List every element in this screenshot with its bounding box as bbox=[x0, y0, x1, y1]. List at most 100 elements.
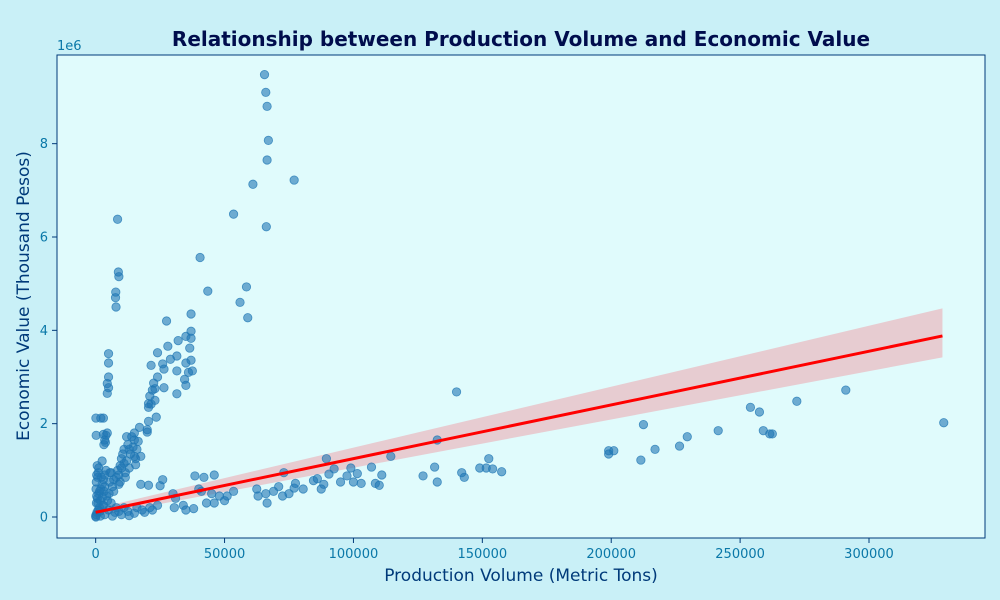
data-point bbox=[497, 467, 507, 477]
data-points-layer bbox=[91, 70, 949, 522]
data-point bbox=[754, 407, 765, 417]
x-tick-label: 150000 bbox=[458, 547, 508, 562]
data-point bbox=[172, 389, 182, 399]
data-point bbox=[418, 471, 428, 481]
data-point bbox=[248, 179, 258, 189]
y-tick-label: 0 bbox=[40, 511, 48, 526]
data-point bbox=[348, 477, 359, 487]
data-point bbox=[127, 432, 137, 442]
data-point bbox=[165, 354, 176, 364]
data-point bbox=[235, 297, 245, 307]
data-point bbox=[195, 252, 205, 263]
data-point bbox=[262, 155, 272, 165]
data-point bbox=[102, 428, 112, 438]
data-point bbox=[329, 464, 339, 474]
data-point bbox=[209, 498, 219, 508]
data-point bbox=[143, 480, 154, 490]
data-point bbox=[274, 482, 284, 492]
y-axis-ticks: 0 2 4 6 8 bbox=[40, 137, 57, 526]
data-point bbox=[107, 511, 118, 521]
data-point bbox=[112, 214, 123, 224]
data-point bbox=[111, 472, 121, 482]
data-point bbox=[116, 463, 127, 473]
data-point bbox=[183, 367, 194, 377]
data-point bbox=[767, 429, 777, 439]
data-point bbox=[609, 446, 619, 456]
data-point bbox=[262, 101, 272, 111]
data-point bbox=[159, 383, 169, 393]
data-point bbox=[140, 507, 150, 517]
data-point bbox=[105, 468, 115, 478]
data-point bbox=[124, 510, 134, 521]
x-tick-label: 200000 bbox=[586, 547, 636, 562]
data-point bbox=[155, 481, 165, 491]
data-point bbox=[228, 486, 239, 496]
data-point bbox=[190, 471, 200, 481]
data-point bbox=[335, 477, 346, 487]
y-tick-label: 2 bbox=[40, 417, 48, 432]
data-point bbox=[114, 272, 124, 282]
regression-line-layer bbox=[95, 334, 943, 514]
data-point bbox=[172, 366, 182, 376]
x-tick-label: 0 bbox=[92, 547, 100, 562]
data-point bbox=[151, 412, 161, 422]
data-point bbox=[169, 503, 179, 513]
data-point bbox=[241, 282, 252, 292]
chart-title: Relationship between Production Volume a… bbox=[172, 27, 870, 51]
data-point bbox=[356, 478, 366, 488]
data-point bbox=[636, 455, 646, 465]
data-point bbox=[181, 380, 191, 390]
data-point bbox=[459, 472, 469, 482]
y-tick-label: 6 bbox=[40, 231, 48, 246]
data-point bbox=[186, 333, 196, 343]
y-tick-label: 4 bbox=[40, 324, 48, 339]
data-point bbox=[346, 463, 356, 473]
x-tick-label: 250000 bbox=[715, 547, 765, 562]
data-point bbox=[99, 486, 109, 496]
data-point bbox=[284, 489, 294, 499]
data-point bbox=[146, 360, 156, 370]
data-point bbox=[103, 349, 114, 359]
data-point bbox=[203, 286, 213, 296]
data-point bbox=[290, 478, 301, 488]
data-point bbox=[207, 489, 217, 499]
data-point bbox=[134, 422, 145, 432]
x-tick-label: 300000 bbox=[844, 547, 894, 562]
x-axis-ticks: 0 50000 100000 150000 200000 250000 300000 bbox=[92, 538, 894, 562]
data-point bbox=[432, 477, 442, 487]
data-point bbox=[243, 313, 253, 323]
data-point bbox=[312, 474, 322, 484]
data-point bbox=[147, 505, 157, 515]
data-point bbox=[219, 496, 230, 506]
regression-line bbox=[95, 334, 943, 514]
x-tick-label: 100000 bbox=[329, 547, 379, 562]
data-point bbox=[185, 343, 195, 353]
data-point bbox=[261, 222, 271, 232]
data-point bbox=[143, 402, 154, 412]
y-tick-label: 8 bbox=[40, 137, 48, 152]
data-point bbox=[199, 472, 209, 482]
data-point bbox=[161, 316, 172, 326]
y-axis-label: Economic Value (Thousand Pesos) bbox=[14, 151, 34, 441]
data-point bbox=[181, 505, 191, 515]
data-point bbox=[102, 388, 112, 398]
x-tick-label: 50000 bbox=[204, 547, 245, 562]
data-point bbox=[374, 480, 384, 490]
data-point bbox=[91, 430, 101, 440]
data-point bbox=[841, 385, 851, 395]
data-point bbox=[939, 418, 949, 428]
data-point bbox=[319, 479, 329, 489]
data-point bbox=[289, 175, 299, 185]
data-point bbox=[136, 479, 146, 489]
data-point bbox=[713, 426, 723, 436]
data-point bbox=[209, 470, 219, 480]
data-point bbox=[228, 209, 239, 219]
data-point bbox=[682, 432, 692, 442]
data-point bbox=[342, 471, 352, 481]
data-point bbox=[366, 462, 377, 472]
y-axis-offset-label: 1e6 bbox=[57, 39, 82, 54]
data-point bbox=[261, 489, 271, 499]
data-point bbox=[745, 402, 756, 412]
data-point bbox=[110, 293, 121, 303]
